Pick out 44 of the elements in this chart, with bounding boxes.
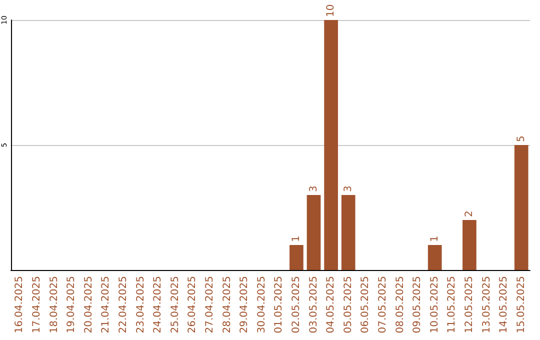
x-tick-label: 28.04.2025: [222, 276, 233, 334]
x-tick-label: 12.05.2025: [464, 276, 475, 334]
data-label: 10: [326, 4, 337, 17]
data-label: 1: [429, 236, 440, 242]
bar: [290, 245, 304, 270]
x-tick-label: 07.05.2025: [377, 276, 388, 334]
x-tick-label: 15.05.2025: [516, 276, 527, 334]
x-tick-label: 01.05.2025: [274, 276, 285, 334]
x-tick-label: 18.04.2025: [48, 276, 60, 334]
x-tick-label: 24.04.2025: [152, 276, 164, 334]
x-tick-label: 17.04.2025: [31, 276, 42, 334]
x-tick-label: 22.04.2025: [118, 276, 129, 334]
x-tick-label: 16.04.2025: [14, 276, 26, 334]
x-tick-label: 29.04.2025: [239, 276, 250, 334]
bar: [428, 245, 442, 270]
x-tick-label: 20.04.2025: [83, 276, 94, 334]
x-tick-label: 06.05.2025: [360, 276, 372, 334]
x-tick-label: 05.05.2025: [342, 276, 354, 334]
data-label: 3: [308, 186, 320, 192]
x-tick-label: 08.05.2025: [394, 276, 406, 334]
bar: [462, 220, 476, 270]
x-tick-label: 19.04.2025: [66, 276, 78, 334]
data-label: 3: [342, 186, 354, 192]
x-tick-label: 04.05.2025: [326, 276, 337, 334]
bar: [514, 145, 528, 270]
x-tick-label: 26.04.2025: [187, 276, 198, 334]
x-tick-label: 21.04.2025: [100, 276, 112, 334]
x-tick-label: 25.04.2025: [170, 276, 181, 334]
data-label: 1: [290, 236, 302, 242]
x-tick-label: 30.04.2025: [256, 276, 268, 334]
x-tick-label: 11.05.2025: [446, 276, 458, 334]
x-tick-label: 27.04.2025: [204, 276, 216, 334]
bar: [324, 20, 338, 270]
data-label: 5: [516, 136, 527, 142]
x-tick-label: 09.05.2025: [412, 276, 424, 334]
bar: [306, 195, 321, 270]
x-tick-label: 23.04.2025: [135, 276, 146, 334]
x-tick-label: 02.05.2025: [290, 276, 302, 334]
data-label: 2: [464, 210, 475, 217]
x-tick-label: 10.05.2025: [429, 276, 440, 334]
x-tick-label: 14.05.2025: [498, 276, 510, 334]
x-tick-label: 03.05.2025: [308, 276, 320, 334]
bar: [341, 195, 356, 270]
x-tick-label: 13.05.2025: [481, 276, 492, 334]
